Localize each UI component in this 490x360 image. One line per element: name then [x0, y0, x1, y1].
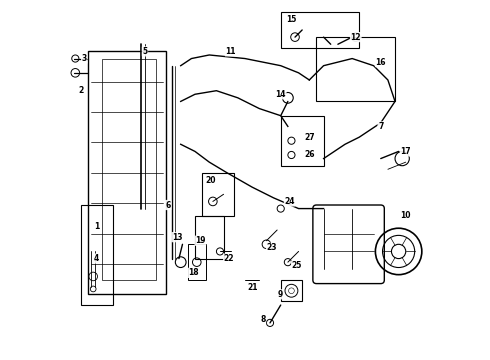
Bar [188, 244, 206, 280]
Text: 20: 20 [206, 176, 216, 185]
Text: 6: 6 [166, 201, 171, 210]
Text: 18: 18 [188, 268, 198, 277]
Bar [81, 205, 113, 305]
Text: 17: 17 [400, 147, 411, 156]
Text: 7: 7 [378, 122, 384, 131]
Bar [281, 116, 323, 166]
FancyBboxPatch shape [313, 205, 384, 284]
Text: 10: 10 [400, 211, 411, 220]
Bar [317, 37, 395, 102]
Text: 22: 22 [223, 254, 234, 263]
Text: 9: 9 [278, 290, 283, 299]
Text: 15: 15 [286, 15, 296, 24]
Text: 21: 21 [247, 283, 257, 292]
Text: 14: 14 [275, 90, 286, 99]
Text: 19: 19 [195, 236, 206, 245]
Text: 3: 3 [82, 54, 87, 63]
Bar [202, 173, 234, 216]
Text: 23: 23 [267, 243, 277, 252]
Text: 27: 27 [304, 132, 315, 141]
Bar [88, 51, 167, 294]
Text: 25: 25 [292, 261, 302, 270]
Text: 8: 8 [260, 315, 266, 324]
Text: 2: 2 [78, 86, 83, 95]
Text: 13: 13 [172, 233, 182, 242]
Bar [102, 59, 156, 280]
Bar [195, 216, 223, 258]
Text: 4: 4 [94, 254, 99, 263]
Text: 24: 24 [284, 197, 295, 206]
Text: 12: 12 [350, 33, 361, 42]
Bar [281, 280, 302, 301]
Text: 26: 26 [304, 150, 315, 159]
Text: 11: 11 [225, 47, 236, 56]
Text: 1: 1 [94, 222, 99, 231]
Text: 5: 5 [143, 47, 147, 56]
Text: 16: 16 [375, 58, 386, 67]
Bar [281, 12, 359, 48]
